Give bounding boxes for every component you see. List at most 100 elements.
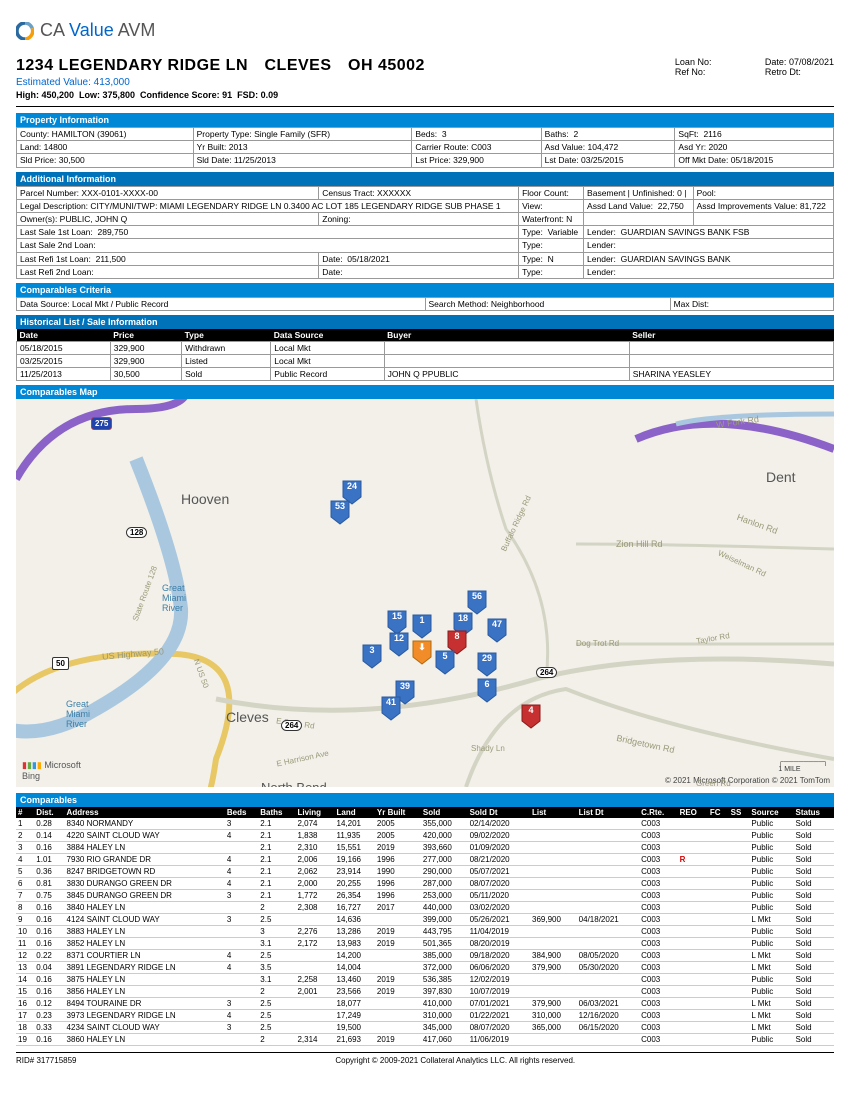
comparable-pin[interactable]: 6 <box>476 677 498 703</box>
comp-cell: 03/02/2020 <box>468 902 530 914</box>
comp-cell: 1990 <box>375 866 421 878</box>
comp-cell <box>729 986 750 998</box>
comparable-row[interactable]: 150.163856 HALEY LN22,00123,5662019397,8… <box>16 986 834 998</box>
comp-cell: 2.5 <box>258 1022 295 1034</box>
section-criteria: Comparables Criteria <box>16 283 834 297</box>
comparables-table: #Dist.AddressBedsBathsLivingLandYr Built… <box>16 807 834 1046</box>
comp-cell: Public <box>749 818 793 830</box>
comp-cell: Sold <box>794 950 834 962</box>
comp-cell <box>708 1022 729 1034</box>
comp-cell: 11 <box>16 938 34 950</box>
comp-cell <box>678 842 708 854</box>
comp-cell: C003 <box>639 926 677 938</box>
comp-cell <box>678 818 708 830</box>
comp-cell: 399,000 <box>421 914 468 926</box>
property-info-table: County: HAMILTON (39061)Property Type: S… <box>16 127 834 168</box>
info-cell: Date: <box>319 265 519 278</box>
comparable-pin[interactable]: 3 <box>361 643 383 669</box>
comparable-row[interactable]: 30.163884 HALEY LN2.12,31015,5512019393,… <box>16 842 834 854</box>
comparable-row[interactable]: 110.163852 HALEY LN3.12,17213,9832019501… <box>16 938 834 950</box>
section-history: Historical List / Sale Information <box>16 315 834 329</box>
history-cell: 05/18/2015 <box>17 342 111 355</box>
comp-cell <box>577 974 639 986</box>
info-cell: Lender: <box>584 239 834 252</box>
comp-cell: Public <box>749 938 793 950</box>
comparable-row[interactable]: 20.144220 SAINT CLOUD WAY42.11,83811,935… <box>16 830 834 842</box>
comp-cell: 13,460 <box>335 974 375 986</box>
comp-cell: Public <box>749 878 793 890</box>
comp-cell: 2,062 <box>295 866 334 878</box>
comp-cell: 0.16 <box>34 842 64 854</box>
subject-pin[interactable]: ⬇ <box>411 639 433 665</box>
comp-cell: 0.75 <box>34 890 64 902</box>
history-cell: Local Mkt <box>271 342 384 355</box>
comp-cell <box>530 842 577 854</box>
comp-cell: 02/14/2020 <box>468 818 530 830</box>
comp-cell: Sold <box>794 890 834 902</box>
comparable-pin[interactable]: 4 <box>520 703 542 729</box>
info-cell: Floor Count: <box>519 186 584 199</box>
comp-cell: 1 <box>16 818 34 830</box>
comparable-row[interactable]: 10.288340 NORMANDY32.12,07414,2012005355… <box>16 818 834 830</box>
comp-cell: 06/03/2021 <box>577 998 639 1010</box>
comparable-pin[interactable]: 1 <box>411 613 433 639</box>
comp-cell: 4124 SAINT CLOUD WAY <box>65 914 225 926</box>
history-cell: Local Mkt <box>271 355 384 368</box>
comp-cell: 3 <box>258 926 295 938</box>
map-label: Dog Trot Rd <box>576 639 619 648</box>
comparable-row[interactable]: 100.163883 HALEY LN32,27613,2862019443,7… <box>16 926 834 938</box>
comparable-row[interactable]: 130.043891 LEGENDARY RIDGE LN43.514,0043… <box>16 962 834 974</box>
comp-cell: 3.1 <box>258 974 295 986</box>
comparable-row[interactable]: 180.334234 SAINT CLOUD WAY32.519,500345,… <box>16 1022 834 1034</box>
history-cell: Public Record <box>271 368 384 381</box>
info-cell: Type: N <box>519 252 584 265</box>
comp-cell: 2,001 <box>295 986 334 998</box>
comp-cell: 2,308 <box>295 902 334 914</box>
comp-cell: 2,314 <box>295 1034 334 1046</box>
comparable-row[interactable]: 41.017930 RIO GRANDE DR42.12,00619,16619… <box>16 854 834 866</box>
comp-cell <box>375 962 421 974</box>
comparable-row[interactable]: 50.368247 BRIDGETOWN RD42.12,06223,91419… <box>16 866 834 878</box>
comp-cell: 04/18/2021 <box>577 914 639 926</box>
comparable-pin[interactable]: 41 <box>380 695 402 721</box>
comparables-map[interactable]: ▮▮▮▮ MicrosoftBing ┌────────┐1 MILE © 20… <box>16 399 834 787</box>
comp-cell: 290,000 <box>421 866 468 878</box>
comp-cell: Public <box>749 974 793 986</box>
comp-cell: 07/01/2021 <box>468 998 530 1010</box>
comparable-row[interactable]: 90.164124 SAINT CLOUD WAY32.514,636399,0… <box>16 914 834 926</box>
section-comparables: Comparables <box>16 793 834 807</box>
info-cell: Lst Date: 03/25/2015 <box>541 154 675 167</box>
info-cell: Off Mkt Date: 05/18/2015 <box>675 154 834 167</box>
comp-cell <box>678 1022 708 1034</box>
info-cell: Type: <box>519 239 584 252</box>
comp-cell <box>708 962 729 974</box>
comparable-row[interactable]: 140.163875 HALEY LN3.12,25813,4602019536… <box>16 974 834 986</box>
comp-cell <box>729 1022 750 1034</box>
comparable-row[interactable]: 70.753845 DURANGO GREEN DR32.11,77226,35… <box>16 890 834 902</box>
comparable-pin[interactable]: 47 <box>486 617 508 643</box>
comp-cell: 2019 <box>375 974 421 986</box>
comp-cell <box>295 962 334 974</box>
info-cell: Lender: GUARDIAN SAVINGS BANK FSB <box>584 226 834 239</box>
comparable-row[interactable]: 160.128494 TOURAINE DR32.518,077410,0000… <box>16 998 834 1010</box>
comp-cell: C003 <box>639 950 677 962</box>
section-additional-info: Additional Information <box>16 172 834 186</box>
info-cell <box>693 212 833 225</box>
comparable-pin[interactable]: 29 <box>476 651 498 677</box>
comparable-pin[interactable]: 5 <box>434 649 456 675</box>
comp-cell <box>708 914 729 926</box>
comp-cell: 4 <box>225 962 258 974</box>
comp-cell <box>729 866 750 878</box>
comparable-row[interactable]: 120.228371 COURTIER LN42.514,200385,0000… <box>16 950 834 962</box>
comparable-row[interactable]: 60.813830 DURANGO GREEN DR42.12,00020,25… <box>16 878 834 890</box>
comp-cell <box>577 938 639 950</box>
comp-cell: 2.1 <box>258 854 295 866</box>
comparable-pin[interactable]: 12 <box>388 631 410 657</box>
comp-cell: Sold <box>794 1034 834 1046</box>
comp-cell <box>708 998 729 1010</box>
comparable-row[interactable]: 80.163840 HALEY LN22,30816,7272017440,00… <box>16 902 834 914</box>
comparable-row[interactable]: 190.163860 HALEY LN22,31421,6932019417,0… <box>16 1034 834 1046</box>
comparable-pin[interactable]: 53 <box>329 499 351 525</box>
comp-cell <box>729 902 750 914</box>
comparable-row[interactable]: 170.233973 LEGENDARY RIDGE LN42.517,2493… <box>16 1010 834 1022</box>
